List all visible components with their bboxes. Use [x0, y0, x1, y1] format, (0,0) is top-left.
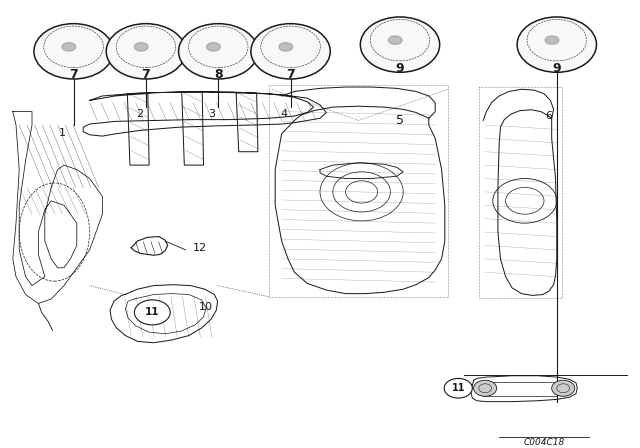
Text: 7: 7 — [69, 69, 78, 82]
Circle shape — [517, 17, 596, 72]
Text: 9: 9 — [552, 62, 561, 75]
Circle shape — [474, 380, 497, 396]
Polygon shape — [279, 43, 292, 51]
Polygon shape — [134, 43, 148, 51]
Text: 11: 11 — [145, 307, 159, 317]
Text: 7: 7 — [286, 69, 295, 82]
Circle shape — [552, 380, 575, 396]
Text: C004C18: C004C18 — [524, 438, 564, 447]
Text: 1: 1 — [60, 128, 66, 138]
Polygon shape — [207, 43, 220, 51]
Circle shape — [360, 17, 440, 72]
Circle shape — [134, 300, 170, 325]
Text: 12: 12 — [193, 243, 207, 253]
Text: 8: 8 — [214, 69, 223, 82]
Text: 2: 2 — [136, 109, 143, 119]
Text: 5: 5 — [396, 114, 404, 127]
Text: 3: 3 — [208, 109, 214, 119]
Text: 10: 10 — [198, 302, 212, 312]
Text: 11: 11 — [451, 383, 465, 393]
Circle shape — [106, 24, 186, 79]
Circle shape — [444, 379, 472, 398]
Polygon shape — [545, 36, 559, 44]
Text: 6: 6 — [546, 111, 552, 121]
Text: 7: 7 — [141, 69, 150, 82]
Text: 4: 4 — [280, 109, 287, 119]
Circle shape — [34, 24, 113, 79]
Circle shape — [251, 24, 330, 79]
Polygon shape — [62, 43, 76, 51]
Circle shape — [179, 24, 258, 79]
Polygon shape — [388, 36, 402, 44]
Text: 9: 9 — [396, 62, 404, 75]
